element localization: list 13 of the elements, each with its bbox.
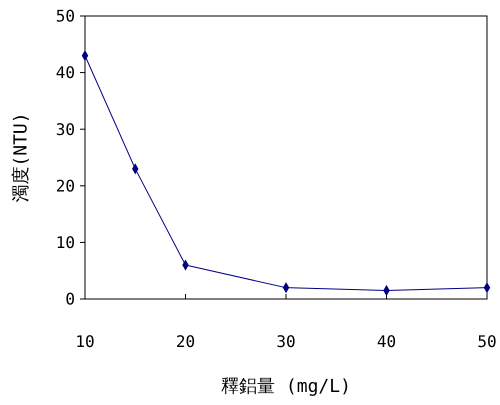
y-tick-label: 10 — [56, 233, 75, 252]
x-tick-label: 40 — [376, 332, 396, 351]
y-tick-label: 30 — [56, 120, 75, 139]
x-tick-label: 30 — [276, 332, 296, 351]
x-tick-label: 50 — [477, 332, 497, 351]
y-tick-label: 40 — [56, 63, 75, 82]
y-tick-label: 20 — [56, 176, 75, 196]
x-tick-label: 10 — [75, 332, 95, 351]
y-tick-label: 0 — [65, 290, 75, 309]
y-axis-title: 濁度(NTU) — [10, 112, 32, 203]
y-tick-label: 50 — [56, 6, 75, 26]
x-tick-label: 20 — [176, 332, 196, 351]
x-axis-title: 釋鋁量 (mg/L) — [221, 376, 351, 397]
